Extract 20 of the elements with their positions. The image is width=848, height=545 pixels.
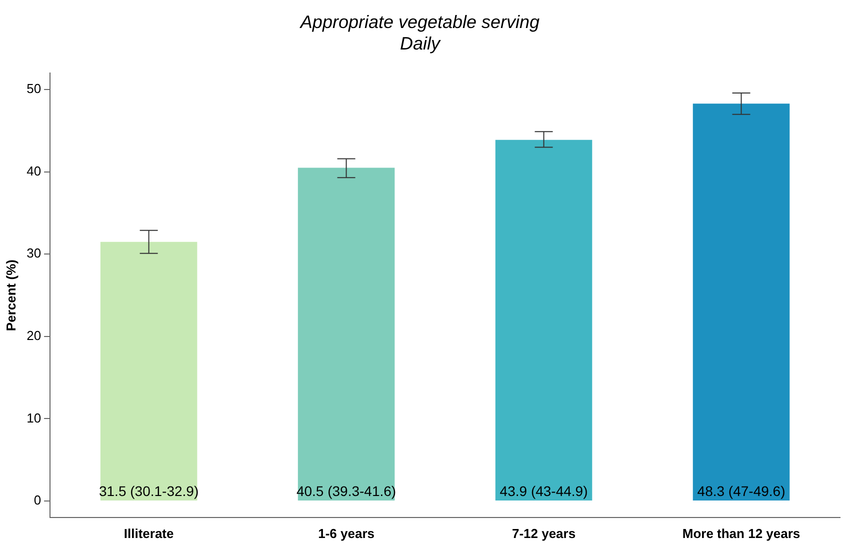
x-tick-label: 7-12 years <box>512 526 576 541</box>
x-tick-label: 1-6 years <box>318 526 374 541</box>
data-label: 31.5 (30.1-32.9) <box>98 482 199 499</box>
chart-title: Appropriate vegetable serving <box>299 12 540 32</box>
bar <box>495 140 592 500</box>
y-tick-label: 10 <box>26 410 42 426</box>
y-tick-label: 30 <box>26 246 42 261</box>
data-label: 48.3 (47-49.6) <box>697 482 786 499</box>
y-tick-label: 20 <box>26 328 42 344</box>
bar <box>100 242 198 500</box>
bar <box>298 168 395 500</box>
y-tick-label: 50 <box>26 81 42 96</box>
y-tick-label: 0 <box>34 492 42 508</box>
x-tick-label: Illiterate <box>124 526 174 541</box>
data-label: 43.9 (43-44.9) <box>500 482 588 499</box>
x-tick-label: More than 12 years <box>682 526 800 541</box>
bar <box>692 104 790 500</box>
y-axis-title: Percent (%) <box>3 260 18 332</box>
chart-subtitle: Daily <box>400 33 441 54</box>
y-tick-label: 40 <box>26 163 42 178</box>
